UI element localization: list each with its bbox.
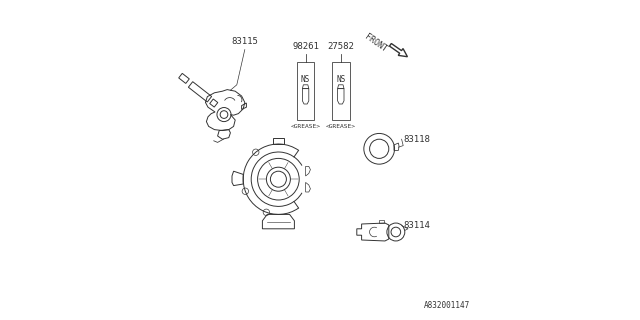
Text: NS: NS	[336, 75, 346, 84]
Text: 83114: 83114	[403, 221, 430, 230]
Text: FRONT: FRONT	[363, 32, 388, 54]
Text: 83115: 83115	[232, 37, 258, 46]
Bar	[332, 62, 349, 120]
Text: NS: NS	[301, 75, 310, 84]
Bar	[297, 62, 314, 120]
Text: <GREASE>: <GREASE>	[291, 124, 321, 129]
Text: 27582: 27582	[328, 42, 354, 51]
Text: <GREASE>: <GREASE>	[326, 124, 356, 129]
Text: A832001147: A832001147	[424, 301, 470, 310]
Text: 83118: 83118	[403, 135, 430, 144]
Text: 98261: 98261	[292, 42, 319, 51]
